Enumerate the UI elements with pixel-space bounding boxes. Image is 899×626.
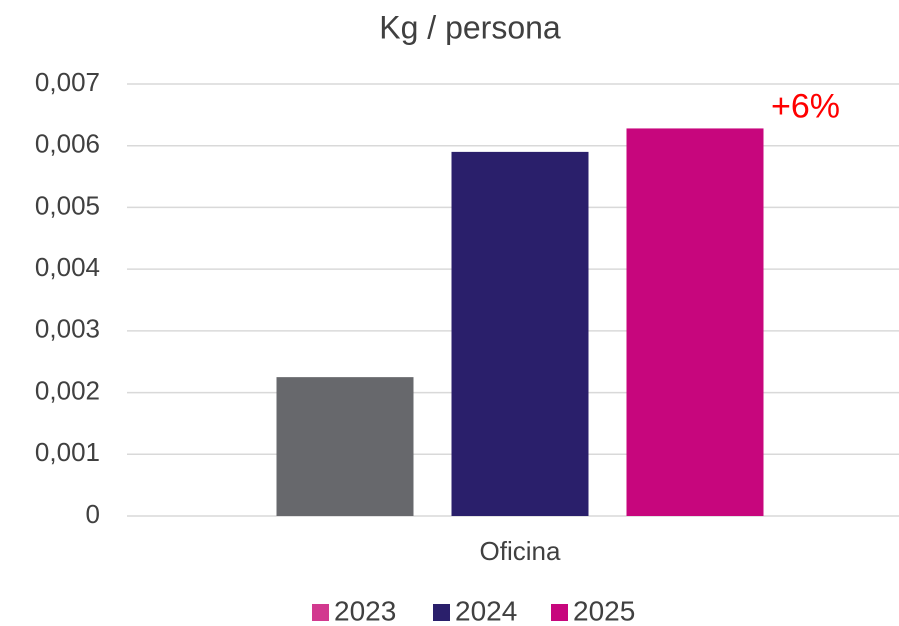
- chart-title: Kg / persona: [379, 9, 561, 45]
- x-tick-label: Oficina: [480, 536, 561, 566]
- annotation: +6%: [771, 87, 840, 125]
- y-tick-label: 0,001: [35, 437, 100, 467]
- y-tick-label: 0,003: [35, 314, 100, 344]
- legend-label: 2025: [573, 595, 635, 626]
- legend-swatch: [551, 604, 568, 621]
- y-tick-label: 0: [86, 499, 100, 529]
- y-tick-label: 0,004: [35, 252, 100, 282]
- legend-label: 2023: [334, 595, 396, 626]
- bar: [451, 151, 589, 516]
- y-tick-label: 0,002: [35, 375, 100, 405]
- legend-label: 2024: [455, 595, 517, 626]
- legend-swatch: [312, 604, 329, 621]
- y-tick-label: 0,005: [35, 190, 100, 220]
- y-tick-label: 0,006: [35, 129, 100, 159]
- legend-swatch: [433, 604, 450, 621]
- bar: [276, 377, 414, 516]
- y-tick-label: 0,007: [35, 67, 100, 97]
- bar: [626, 128, 764, 517]
